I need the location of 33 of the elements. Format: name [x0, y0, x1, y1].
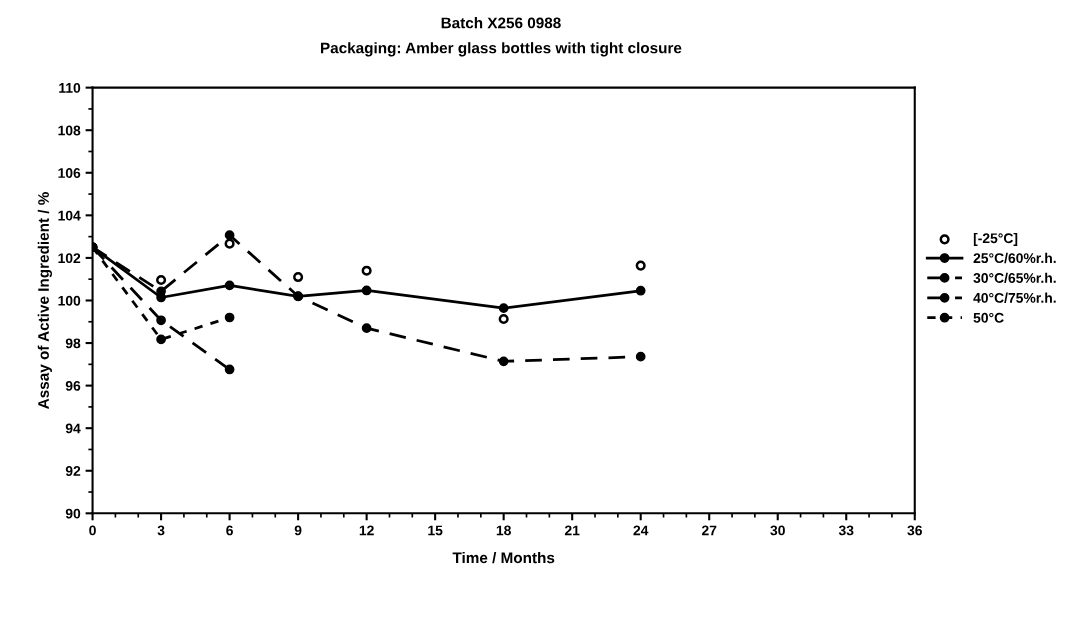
legend-label: 25°C/60%r.h. [973, 252, 1056, 264]
x-tick-label: 6 [226, 525, 233, 536]
y-axis-title: Assay of Active Ingredient / % [37, 192, 53, 409]
x-tick-label: 18 [496, 525, 511, 536]
x-tick-label: 30 [770, 525, 785, 536]
legend-label: 40°C/75%r.h. [973, 292, 1056, 303]
y-tick-label: 94 [65, 423, 81, 434]
x-tick-label: 27 [701, 525, 717, 536]
chart-title: Batch X256 0988 [441, 17, 561, 29]
x-tick-label: 36 [907, 525, 922, 536]
y-tick-label: 106 [58, 168, 81, 178]
y-tick-label: 104 [58, 210, 81, 221]
y-tick-label: 90 [65, 508, 81, 519]
chart-subtitle: Packaging: Amber glass bottles with tight closure [321, 42, 682, 57]
legend-label: 50°C [973, 312, 1004, 323]
x-tick-label: 3 [157, 525, 165, 536]
y-tick-label: 102 [58, 253, 81, 264]
x-tick-label: 15 [428, 525, 443, 536]
x-tick-label: 24 [633, 525, 649, 536]
x-axis-title: Time / Months [452, 551, 555, 564]
x-tick-label: 9 [294, 525, 302, 536]
legend-label: [-25°C] [973, 232, 1018, 246]
y-tick-label: 110 [59, 82, 81, 93]
y-tick-label: 96 [65, 380, 81, 391]
y-tick-label: 92 [65, 466, 81, 476]
y-tick-label: 98 [65, 338, 81, 349]
x-tick-label: 0 [89, 525, 96, 536]
y-tick-label: 108 [58, 125, 81, 136]
x-tick-label: 33 [838, 525, 854, 536]
x-tick-label: 21 [564, 525, 580, 536]
legend-label: 30°C/65%r.h. [973, 272, 1056, 284]
y-tick-label: 100 [58, 295, 81, 306]
x-tick-label: 12 [359, 525, 374, 536]
